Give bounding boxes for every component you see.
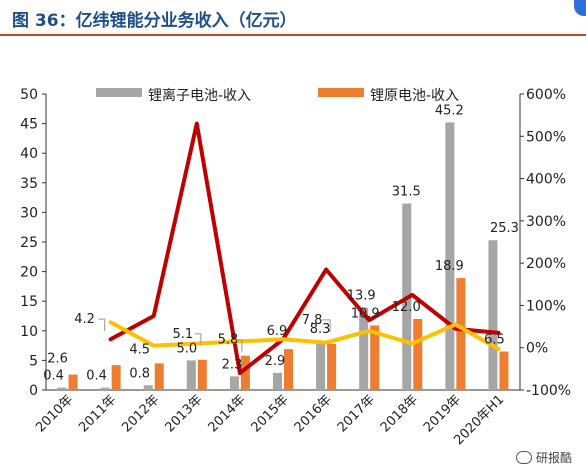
x-tick-label: 2014年 [206, 392, 249, 435]
bar-li-ion [143, 385, 153, 390]
legend-swatch-primary [318, 88, 364, 97]
data-label-li-ion: 0.4 [86, 369, 107, 384]
legend-label-li-ion: 锂离子电池-收入 [148, 87, 251, 104]
callout-leader [194, 333, 202, 346]
y2-tick-label: 200% [526, 256, 566, 272]
data-label-li-ion: 0.4 [43, 369, 64, 384]
y-tick-label: 50 [20, 87, 38, 103]
y-tick-label: 0 [29, 383, 38, 399]
y2-tick-label: 600% [526, 87, 566, 103]
x-tick-label: 2012年 [119, 392, 162, 435]
y-tick-label: 10 [20, 324, 38, 340]
figure-header: 图 36：亿纬锂能分业务收入（亿元） [0, 0, 586, 34]
y2-tick-label: 100% [526, 298, 566, 314]
x-tick-label: 2011年 [76, 392, 119, 435]
data-label-primary: 10.9 [351, 306, 380, 321]
legend-swatch-li-ion [96, 88, 142, 97]
bar-primary [327, 343, 337, 390]
bar-li-ion [186, 360, 196, 390]
y2-tick-label: 0% [526, 341, 548, 357]
growth-line-yellow [108, 320, 501, 351]
bar-primary [197, 359, 207, 390]
data-label-primary: 4.5 [129, 342, 150, 357]
y-tick-label: 45 [20, 117, 38, 133]
callout-leader [98, 318, 106, 332]
data-label-primary: 4.2 [74, 312, 95, 327]
growth-line-red [108, 121, 501, 376]
data-label-primary: 5.8 [218, 333, 239, 348]
wechat-icon [515, 451, 532, 464]
data-label-li-ion: 2.3 [222, 357, 243, 372]
x-tick-label: 2019年 [421, 392, 464, 435]
data-label-primary: 6.5 [484, 333, 505, 348]
data-label-li-ion: 45.2 [435, 103, 464, 118]
data-label-primary: 7.8 [302, 313, 323, 328]
y-tick-label: 30 [20, 205, 38, 221]
figure-title: 图 36：亿纬锂能分业务收入（亿元） [12, 11, 297, 31]
x-tick-label: 2013年 [162, 392, 205, 435]
y2-tick-label: 400% [526, 172, 566, 188]
watermark: 研报酷 [515, 449, 572, 466]
data-label-primary: 2.6 [47, 352, 68, 367]
data-label-primary: 5.1 [172, 327, 193, 342]
x-tick-label: 2018年 [378, 392, 421, 435]
bar-primary [68, 374, 78, 390]
bar-li-ion [57, 387, 67, 390]
bar-li-ion [273, 372, 282, 390]
y2-tick-label: -100% [526, 383, 571, 399]
data-label-li-ion: 8.3 [310, 322, 331, 337]
bar-primary [456, 278, 466, 390]
data-label-primary: 18.9 [435, 259, 464, 274]
bar-li-ion [488, 240, 498, 390]
bar-primary [240, 355, 250, 390]
y-tick-label: 20 [20, 265, 38, 281]
combo-chart: 0 5 10 15 20 25 30 35 40 45 50 -100% 0% 100% 200% 300% 4… [20, 87, 571, 448]
y-tick-label: 5 [29, 353, 38, 369]
bar-primary [370, 325, 380, 390]
bar-li-ion [316, 340, 326, 390]
data-label-primary: 12.0 [392, 300, 421, 315]
callout-leader [322, 319, 331, 332]
y2-tick-label: 300% [526, 214, 566, 230]
data-label-li-ion: 13.9 [347, 289, 376, 304]
bar-primary [111, 365, 121, 390]
data-label-primary: 6.9 [267, 324, 288, 339]
callout-leader [235, 339, 243, 352]
bar-primary [284, 349, 293, 390]
y2-tick-label: 500% [526, 129, 566, 145]
y-tick-label: 40 [20, 146, 38, 162]
watermark-text: 研报酷 [535, 451, 572, 465]
data-label-li-ion: 0.8 [129, 366, 150, 381]
bar-li-ion [100, 387, 110, 390]
x-tick-label: 2017年 [335, 392, 378, 435]
x-tick-label: 2015年 [249, 392, 292, 435]
bar-li-ion [229, 376, 239, 390]
bar-primary [154, 363, 164, 390]
bar-li-ion [359, 307, 369, 390]
x-tick-label: 2016年 [292, 392, 335, 435]
data-label-li-ion: 5.0 [176, 341, 197, 356]
data-label-li-ion: 31.5 [392, 185, 421, 200]
x-tick-label: 2010年 [33, 392, 76, 435]
y-tick-label: 25 [20, 235, 38, 251]
corner-badge [574, 0, 586, 16]
title-rule [0, 34, 586, 36]
bar-primary [413, 318, 423, 390]
bar-primary [499, 351, 509, 390]
y-tick-label: 15 [20, 294, 38, 310]
bar-li-ion [445, 122, 455, 390]
legend-label-primary: 锂原电池-收入 [370, 88, 459, 104]
data-label-li-ion: 25.3 [490, 221, 519, 236]
y-tick-label: 35 [20, 176, 38, 192]
data-label-li-ion: 2.9 [265, 354, 286, 369]
